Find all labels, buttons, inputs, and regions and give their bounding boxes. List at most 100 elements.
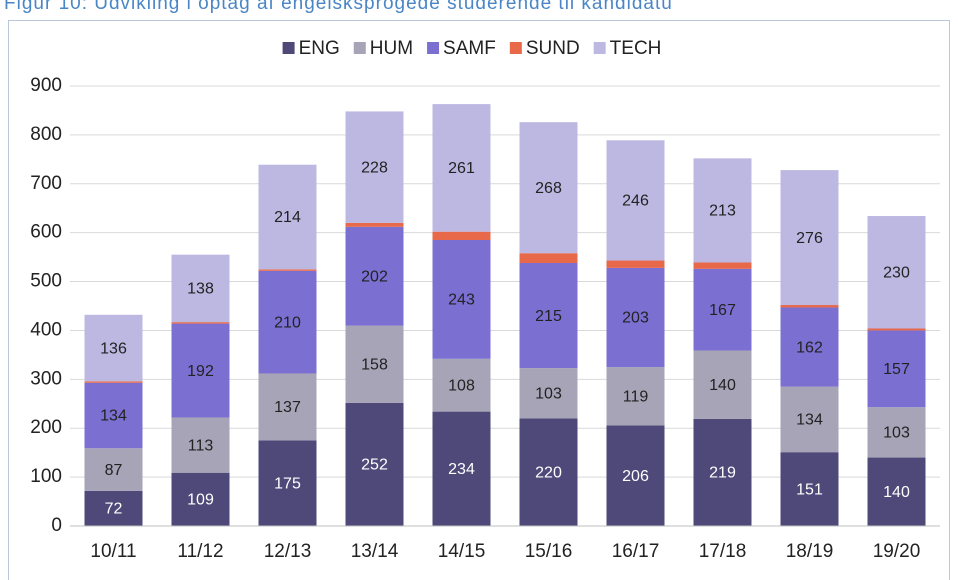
bar-segment — [606, 425, 665, 526]
bar-segment — [345, 111, 404, 223]
data-label: 138 — [187, 281, 214, 298]
bar-segment — [258, 269, 317, 271]
data-label: 137 — [274, 399, 301, 416]
bar-segment — [780, 386, 839, 453]
bar-segment — [84, 381, 143, 383]
data-label: 214 — [274, 209, 301, 226]
data-label: 261 — [448, 160, 475, 177]
bar-segment — [519, 418, 578, 526]
bar-segment — [693, 158, 752, 263]
data-label: 276 — [796, 230, 823, 247]
bar-segment — [867, 216, 926, 329]
x-tick-label: 19/20 — [873, 541, 921, 562]
bar-segment — [519, 368, 578, 419]
data-label: 220 — [535, 464, 562, 481]
x-tick-label: 10/11 — [90, 541, 136, 562]
data-label: 215 — [535, 308, 562, 325]
bar-segment — [606, 260, 665, 268]
data-label: 140 — [709, 377, 736, 394]
data-label: 252 — [361, 457, 388, 474]
bar-segment — [867, 328, 926, 331]
legend-swatch — [427, 42, 440, 54]
bar-segment — [867, 330, 926, 408]
x-tick-label: 15/16 — [525, 541, 573, 562]
bar-segment — [171, 254, 230, 323]
bar-segment — [84, 314, 143, 382]
data-label: 157 — [883, 361, 910, 378]
legend-label: SAMF — [443, 38, 496, 59]
y-tick-label: 100 — [30, 466, 62, 487]
data-label: 158 — [361, 356, 388, 373]
y-tick-label: 400 — [30, 319, 62, 340]
bar-segment — [432, 240, 491, 359]
bar-segment — [780, 452, 839, 526]
data-label: 72 — [105, 501, 123, 518]
bar-segment — [84, 490, 143, 526]
data-label: 246 — [622, 193, 649, 210]
x-tick-label: 13/14 — [351, 541, 399, 562]
bar-segment — [693, 262, 752, 269]
data-label: 203 — [622, 310, 649, 327]
data-label: 234 — [448, 461, 475, 478]
bar-segment — [780, 170, 839, 306]
data-label: 134 — [100, 408, 127, 425]
y-tick-label: 200 — [30, 417, 62, 438]
data-label: 243 — [448, 292, 475, 309]
data-label: 162 — [796, 339, 823, 356]
data-label: 175 — [274, 475, 301, 492]
data-label: 210 — [274, 314, 301, 331]
bar-segment — [345, 402, 404, 526]
data-label: 167 — [709, 302, 736, 319]
data-label: 192 — [187, 363, 214, 380]
bar-segment — [171, 472, 230, 526]
data-label: 140 — [883, 484, 910, 501]
bar-segment — [780, 307, 839, 387]
bar-segment — [519, 122, 578, 254]
data-label: 230 — [883, 264, 910, 281]
data-label: 206 — [622, 468, 649, 485]
bar-segment — [432, 358, 491, 412]
data-label: 103 — [883, 425, 910, 442]
bar-segment — [171, 322, 230, 324]
bar-segment — [345, 222, 404, 227]
legend-label: ENG — [299, 38, 340, 59]
bar-segment — [171, 417, 230, 473]
data-label: 213 — [709, 203, 736, 220]
data-label: 87 — [105, 462, 123, 479]
bar-segment — [867, 407, 926, 458]
bar-segment — [84, 448, 143, 491]
y-tick-label: 500 — [30, 271, 62, 292]
legend-swatch — [509, 42, 522, 54]
legend-swatch — [282, 42, 295, 54]
data-label: 134 — [796, 412, 823, 429]
bar-segment — [345, 226, 404, 326]
y-tick-label: 800 — [30, 124, 62, 145]
bar-segment — [432, 411, 491, 526]
bar-segment — [780, 305, 839, 308]
bar-segment — [258, 164, 317, 270]
bar-segment — [171, 323, 230, 418]
legend-label: TECH — [610, 38, 662, 59]
bar-segment — [606, 140, 665, 261]
bar-segment — [345, 325, 404, 403]
data-label: 108 — [448, 377, 475, 394]
y-tick-label: 900 — [30, 75, 62, 96]
legend-swatch — [593, 42, 606, 54]
bar-segment — [258, 373, 317, 441]
bar-segment — [258, 440, 317, 526]
bar-segment — [84, 382, 143, 449]
legend-label: HUM — [370, 38, 413, 59]
legend-swatch — [353, 42, 366, 54]
x-tick-label: 16/17 — [612, 541, 660, 562]
data-label: 268 — [535, 180, 562, 197]
bar-segment — [606, 367, 665, 426]
x-tick-label: 18/19 — [786, 541, 834, 562]
bar-segment — [519, 253, 578, 263]
data-label: 103 — [535, 385, 562, 402]
data-label: 151 — [796, 481, 823, 498]
data-label: 228 — [361, 159, 388, 176]
data-label: 119 — [623, 388, 649, 405]
y-tick-label: 700 — [30, 173, 62, 194]
y-tick-label: 300 — [30, 368, 62, 389]
